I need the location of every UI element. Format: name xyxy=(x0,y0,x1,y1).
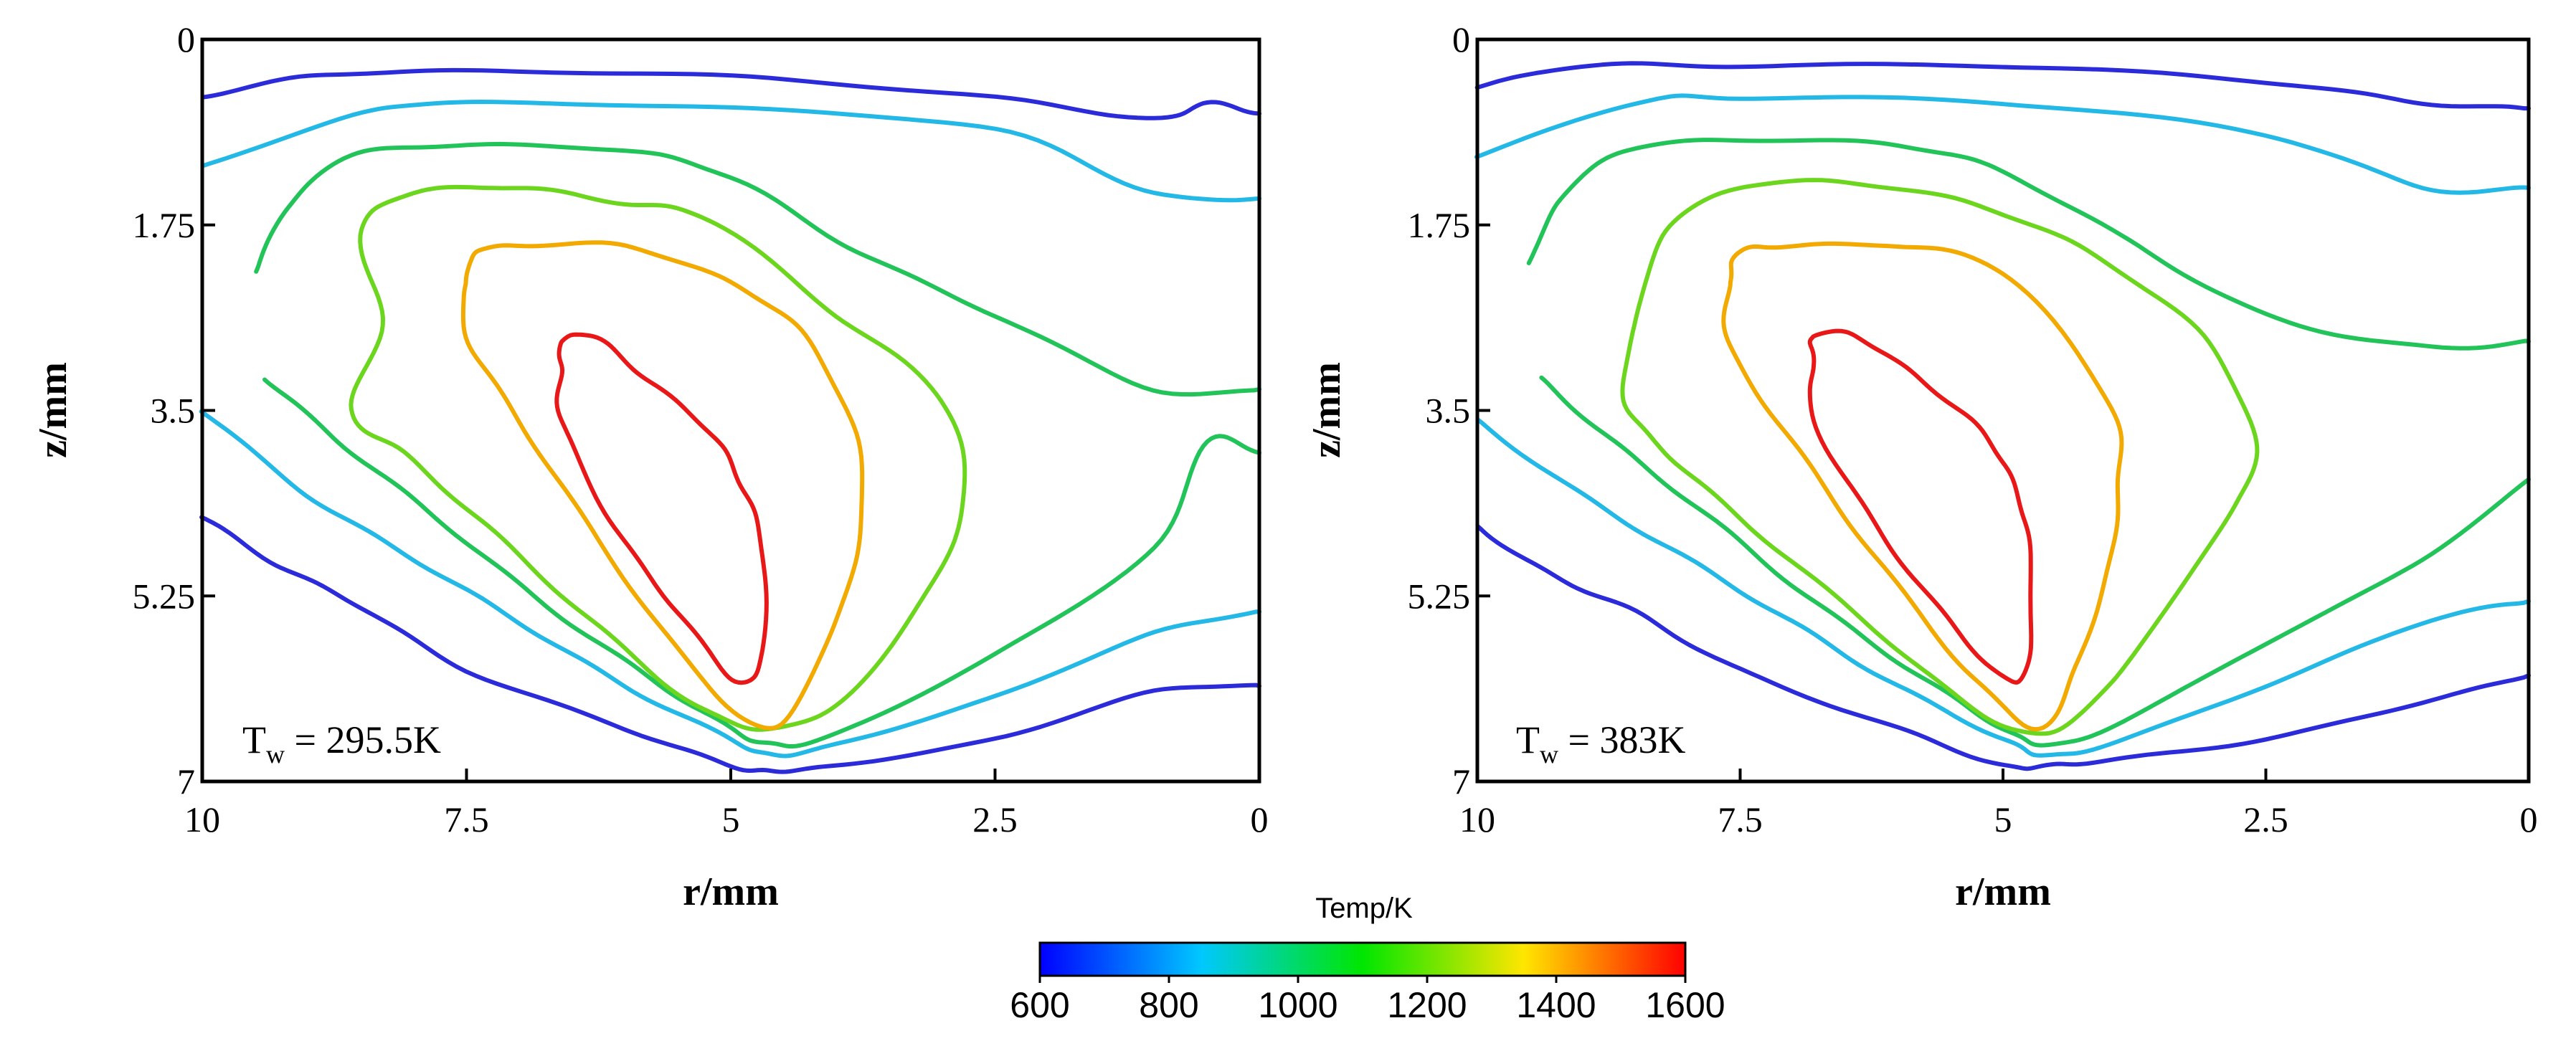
axis-ticks: 10 7.5 5 2.5 0 0 1.75 3.5 5.25 7 xyxy=(133,19,1269,840)
contour-line-1000K xyxy=(1526,138,2531,351)
wall-temperature-annotation: Tw = 295.5K xyxy=(242,718,441,769)
x-tick-label: 7.5 xyxy=(1718,799,1763,840)
y-tick-label: 5.25 xyxy=(133,576,196,616)
colorbar-title: Temp/K xyxy=(1315,893,1413,924)
y-tick-label: 0 xyxy=(177,19,195,60)
y-tick-label: 7 xyxy=(177,761,195,802)
annotation-value: = 295.5K xyxy=(285,718,441,761)
y-tick-label: 1.75 xyxy=(133,205,196,245)
contour-lines xyxy=(199,67,1261,774)
y-tick-label: 3.5 xyxy=(151,391,196,431)
y-tick-label: 0 xyxy=(1452,19,1470,60)
x-tick-label: 10 xyxy=(1459,799,1495,840)
colorbar-tick-label: 800 xyxy=(1139,985,1198,1025)
colorbar-ticks: 600 800 1000 1200 1400 1600 xyxy=(1010,976,1725,1025)
contour-line-1400K xyxy=(1721,241,2124,732)
colorbar: Temp/K 600 800 1000 1200 1400 1600 xyxy=(1010,893,1725,1025)
contour-line-1600K xyxy=(554,332,769,685)
annotation-symbol: T xyxy=(242,718,266,761)
colorbar-tick-label: 1400 xyxy=(1516,985,1596,1025)
contour-line-800K xyxy=(1476,417,2531,758)
y-tick-label: 3.5 xyxy=(1426,391,1471,431)
contour-line-600K xyxy=(1475,524,2531,771)
annotation-symbol: T xyxy=(1516,718,1540,761)
contour-line-1200K xyxy=(349,184,967,732)
contour-line-800K xyxy=(201,100,1261,203)
contour-line-1600K xyxy=(1807,328,2034,685)
x-tick-label: 0 xyxy=(2520,799,2538,840)
wall-temperature-annotation: Tw = 383K xyxy=(1516,718,1685,769)
y-axis-label: z/mm xyxy=(1304,362,1349,458)
y-tick-label: 5.25 xyxy=(1408,576,1471,616)
y-tick-label: 1.75 xyxy=(1408,205,1471,245)
contour-line-1000K xyxy=(1539,375,2531,748)
x-tick-label: 10 xyxy=(184,799,220,840)
contour-line-600K xyxy=(199,515,1261,774)
colorbar-tick-label: 600 xyxy=(1010,985,1069,1025)
y-tick-label: 7 xyxy=(1452,761,1470,802)
contour-line-600K xyxy=(200,67,1261,120)
x-tick-label: 2.5 xyxy=(972,799,1018,840)
y-axis-label: z/mm xyxy=(31,362,75,458)
axis-ticks: 10 7.5 5 2.5 0 0 1.75 3.5 5.25 7 xyxy=(1408,19,2538,840)
annotation-subscript: w xyxy=(266,740,285,769)
colorbar-gradient xyxy=(1038,941,1687,977)
contour-line-600K xyxy=(1474,61,2531,111)
contour-line-800K xyxy=(199,409,1261,759)
contour-panel-right: 10 7.5 5 2.5 0 0 1.75 3.5 5.25 7 r/mm z/mm Tw = 3… xyxy=(1304,19,2538,914)
contour-line-1000K xyxy=(254,141,1261,397)
x-axis-label: r/mm xyxy=(683,870,779,914)
contour-line-1000K xyxy=(262,377,1261,748)
contour-line-800K xyxy=(1474,93,2531,195)
contour-lines xyxy=(1474,61,2531,771)
colorbar-tick-label: 1000 xyxy=(1258,985,1337,1025)
annotation-subscript: w xyxy=(1540,740,1558,769)
x-tick-label: 7.5 xyxy=(444,799,489,840)
contour-line-1200K xyxy=(1620,178,2260,736)
contour-line-1400K xyxy=(460,240,865,731)
x-tick-label: 5 xyxy=(1994,799,2012,840)
x-tick-label: 2.5 xyxy=(2243,799,2288,840)
x-tick-label: 0 xyxy=(1251,799,1269,840)
colorbar-tick-label: 1200 xyxy=(1387,985,1467,1025)
annotation-value: = 383K xyxy=(1558,718,1685,761)
x-axis-label: r/mm xyxy=(1955,870,2051,914)
contour-panel-left: 10 7.5 5 2.5 0 0 1.75 3.5 5.25 7 r/mm z/mm Tw = 2… xyxy=(31,19,1269,914)
colorbar-tick-label: 1600 xyxy=(1645,985,1725,1025)
x-tick-label: 5 xyxy=(722,799,740,840)
